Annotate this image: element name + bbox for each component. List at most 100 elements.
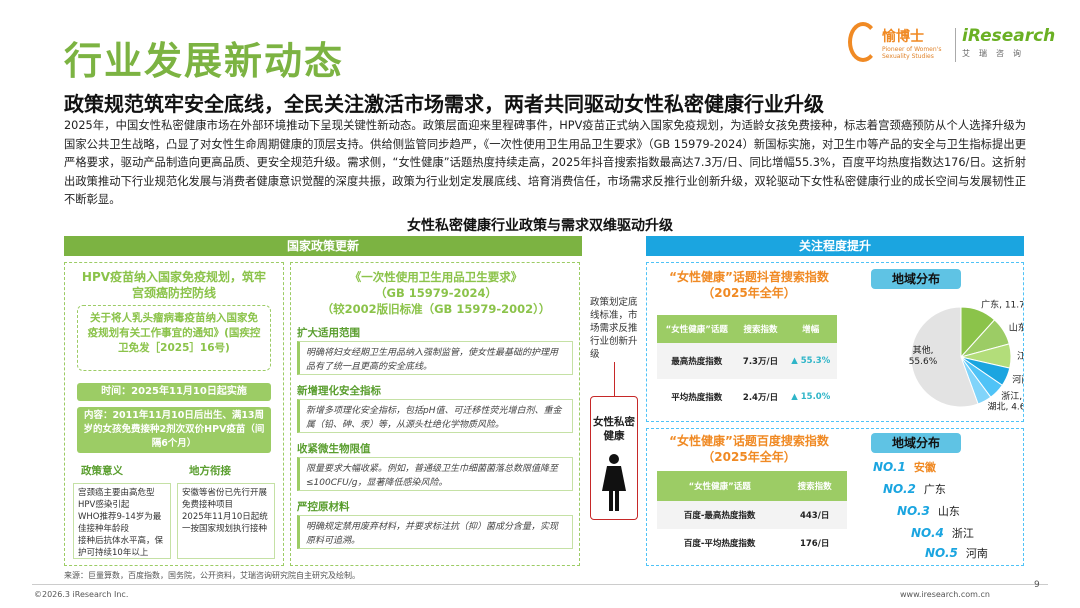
woman-icon <box>602 454 626 511</box>
iresearch-logo: iResearch 艾瑞咨询 <box>962 26 1056 70</box>
baidu-box: “女性健康”话题百度搜索指数 （2025年全年） “女性健康”话题 搜索指数 百… <box>646 428 1024 566</box>
rank-name: 浙江 <box>951 527 974 540</box>
baidu-row-label: 百度-平均热度指数 <box>683 539 756 549</box>
douyin-th: “女性健康”话题 <box>657 315 737 343</box>
pie-label-3: 河南, 6.0% <box>1012 373 1023 385</box>
hpv-title: HPV疫苗纳入国家免疫规划，筑牢宫颈癌防控防线 <box>81 270 267 300</box>
gb-item-title: 严控原材料 <box>297 501 350 513</box>
douyin-row-label: 最高热度指数 <box>671 357 723 367</box>
rank-item: NO.2 广东 <box>883 481 946 497</box>
rank-no: NO.3 <box>897 504 930 518</box>
rank-no: NO.5 <box>925 546 958 560</box>
douyin-growth-value: 15.0% <box>800 392 831 402</box>
pie-slice-6 <box>910 306 979 408</box>
local-item: 2025年11月10日起统一按国家规划执行接种 <box>182 512 268 534</box>
douyin-title-line1: “女性健康”话题抖音搜索指数 <box>669 270 829 284</box>
yuboshi-name: 愉博士 <box>882 29 924 45</box>
rank-name: 安徽 <box>913 461 936 474</box>
rank-name: 河南 <box>965 547 988 560</box>
rank-name: 广东 <box>923 483 946 496</box>
hpv-notice: 关于将人乳头瘤病毒疫苗纳入国家免疫规划有关工作事宜的通知》(国疾控卫免发［202… <box>77 305 271 371</box>
figure-title: 女性私密健康行业政策与需求双维驱动升级 <box>407 218 673 234</box>
page-subtitle: 政策规范筑牢安全底线，全民关注激活市场需求，两者共同驱动女性私密健康行业升级 <box>64 92 824 116</box>
connector-line <box>614 362 615 396</box>
douyin-title-line2: （2025年全年） <box>702 286 796 300</box>
middle-label: 女性私密健康 <box>593 416 635 442</box>
page-number: 9 <box>1034 580 1040 590</box>
meaning-item: 宫颈癌主要由高危型HPV感染引起 <box>78 488 155 510</box>
meaning-list: 宫颈癌主要由高危型HPV感染引起 WHO推荐9-14岁为最佳接种年龄段 接种后抗… <box>73 483 171 559</box>
region-pie-chart: 广东, 11.7% 山东, 9.1% 江苏, 7.8% 河南, 6.0% 浙江, 5.3… <box>909 299 1023 413</box>
gb-item-body: 新增多项理化安全指标，包括pH值、可迁移性荧光增白剂、重金属（铅、砷、汞）等，从… <box>297 399 573 433</box>
source-note: 来源：巨量算数，百度指数，国务院，公开资料，艾瑞咨询研究院自主研究及绘制。 <box>64 571 360 580</box>
rank-no: NO.4 <box>911 526 944 540</box>
hpv-content: 内容：2011年11月10日后出生、满13周岁的女孩免费接种2剂次双价HPV疫苗… <box>77 407 271 453</box>
meaning-title: 政策意义 <box>81 465 123 477</box>
pie-label-5: 湖北, 4.6% <box>987 401 1023 412</box>
pie-label-1: 山东, 9.1% <box>1009 322 1023 334</box>
site-url: www.iresearch.com.cn <box>900 590 990 599</box>
baidu-row-label: 百度-最高热度指数 <box>683 511 756 521</box>
rank-no: NO.1 <box>873 460 906 474</box>
local-title: 地方衔接 <box>189 465 231 477</box>
page-title: 行业发展新动态 <box>64 39 345 83</box>
baidu-region-badge: 地域分布 <box>871 433 961 453</box>
iresearch-name: iResearch <box>962 26 1056 46</box>
douyin-table: “女性健康”话题 搜索指数 增幅 最高热度指数 7.3万/日 ▲ 55.3% 平… <box>657 315 837 415</box>
rank-item: NO.1 安徽 <box>873 459 936 475</box>
gb-title: 《一次性使用卫生用品卫生要求》 （GB 15979-2024） （较2002版旧… <box>301 269 571 317</box>
douyin-row-value: 2.4万/日 <box>742 393 779 403</box>
baidu-title-line2: （2025年全年） <box>702 450 796 464</box>
pie-region-badge: 地域分布 <box>871 269 961 289</box>
hpv-time: 时间：2025年11月10日起实施 <box>77 383 271 401</box>
douyin-row-value: 7.3万/日 <box>742 357 779 367</box>
yuboshi-logo-icon <box>848 22 878 62</box>
baidu-title: “女性健康”话题百度搜索指数 （2025年全年） <box>651 433 847 465</box>
rank-item: NO.5 河南 <box>925 545 988 561</box>
pie-label-6: 其他, 55.6% <box>909 344 938 367</box>
baidu-row-value: 443/日 <box>799 511 830 521</box>
douyin-row-label: 平均热度指数 <box>671 393 723 403</box>
yuboshi-tagline: Pioneer of Women's Sexuality Studies <box>882 46 942 60</box>
baidu-table: “女性健康”话题 搜索指数 百度-最高热度指数 443/日 百度-平均热度指数 … <box>657 471 847 557</box>
gb-standard-box: 《一次性使用卫生用品卫生要求》 （GB 15979-2024） （较2002版旧… <box>290 262 580 566</box>
gb-item-body: 明确将妇女经期卫生用品纳入强制监管，使女性最基础的护理用品有了统一且更高的安全底… <box>297 341 573 375</box>
local-list: 安徽等省份已先行开展免费接种项目 2025年11月10日起统一按国家规划执行接种 <box>177 483 275 559</box>
middle-text: 政策划定底线标准，市场需求反推行业创新升级 <box>590 297 638 360</box>
baidu-title-line1: “女性健康”话题百度搜索指数 <box>669 434 829 448</box>
gb-item-body: 限量要求大幅收紧。例如，普通级卫生巾细菌菌落总数限值降至≤100CFU/g，显著… <box>297 457 573 491</box>
female-figure-box: 女性私密健康 <box>590 396 638 520</box>
summary-paragraph: 2025年，中国女性私密健康市场在外部环境推动下呈现关键性新动态。政策层面迎来里… <box>64 119 1026 206</box>
iresearch-sub: 艾瑞咨询 <box>962 49 1030 58</box>
douyin-box: “女性健康”话题抖音搜索指数 （2025年全年） “女性健康”话题 搜索指数 增… <box>646 262 1024 422</box>
rank-no: NO.2 <box>883 482 916 496</box>
rank-name: 山东 <box>937 505 960 518</box>
copyright: ©2026.3 iResearch Inc. <box>34 590 129 599</box>
douyin-th: 搜索指数 <box>736 315 785 343</box>
rank-item: NO.3 山东 <box>897 503 960 519</box>
gb-item-title: 扩大适用范围 <box>297 327 360 339</box>
pie-label-4: 浙江, 5.3% <box>1001 390 1023 402</box>
meaning-item: 接种后抗体水平高，保护可持续10年以上 <box>78 536 164 558</box>
pie-label-2: 江苏, 7.8% <box>1017 350 1023 362</box>
footer-divider <box>32 584 1048 585</box>
douyin-row-growth: ▲ 15.0% <box>791 392 831 402</box>
gb-title-line2: （GB 15979-2024） <box>375 286 497 300</box>
gb-title-line3: （较2002版旧标准（GB 15979-2002）） <box>321 302 551 316</box>
logo-divider <box>955 28 956 62</box>
douyin-th: 增幅 <box>784 315 837 343</box>
douyin-row-growth: ▲ 55.3% <box>791 356 831 366</box>
baidu-th: 搜索指数 <box>782 471 847 501</box>
meaning-item: WHO推荐9-14岁为最佳接种年龄段 <box>78 512 162 534</box>
yuboshi-logo: 愉博士 Pioneer of Women's Sexuality Studies <box>848 22 948 70</box>
douyin-title: “女性健康”话题抖音搜索指数 （2025年全年） <box>651 269 847 301</box>
hpv-policy-box: HPV疫苗纳入国家免疫规划，筑牢宫颈癌防控防线 关于将人乳头瘤病毒疫苗纳入国家免… <box>64 262 284 566</box>
pie-label-0: 广东, 11.7% <box>981 299 1023 311</box>
policy-header: 国家政策更新 <box>64 236 582 256</box>
gb-item-title: 收紧微生物限值 <box>297 443 371 455</box>
gb-item-body: 明确规定禁用废弃材料，并要求标注抗（抑）菌成分含量，实现原料可追溯。 <box>297 515 573 549</box>
local-item: 安徽等省份已先行开展免费接种项目 <box>182 488 268 510</box>
rank-item: NO.4 浙江 <box>911 525 974 541</box>
baidu-th: “女性健康”话题 <box>657 471 783 501</box>
gb-item-title: 新增理化安全指标 <box>297 385 381 397</box>
